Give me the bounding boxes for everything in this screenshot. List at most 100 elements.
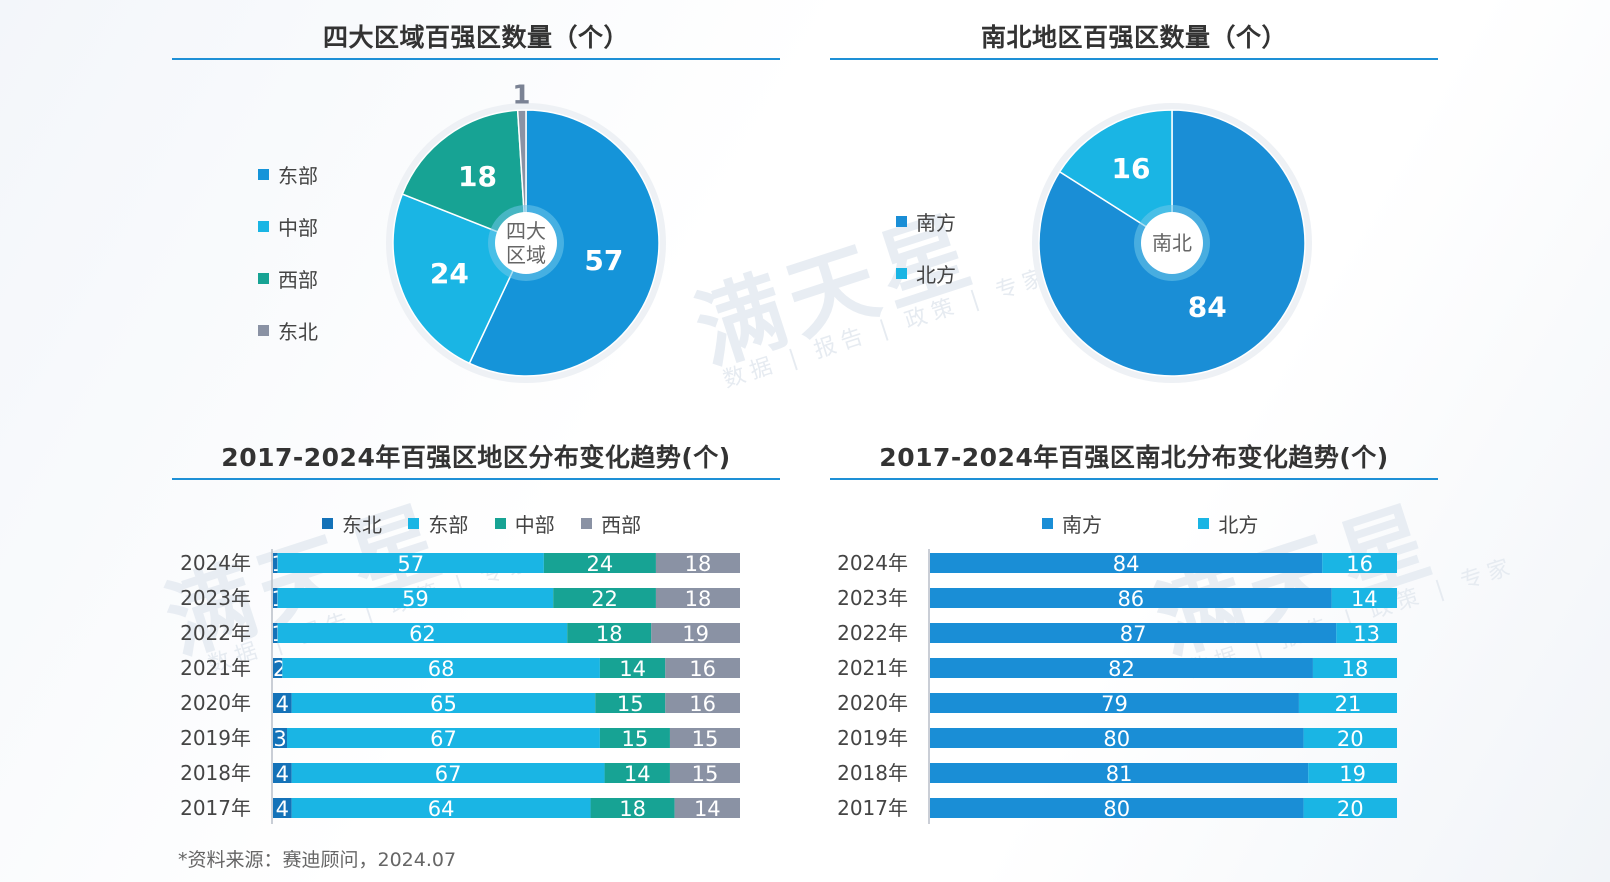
bar-segment bbox=[930, 553, 1323, 573]
bar-data-label: 13 bbox=[1353, 622, 1380, 646]
bar-segment bbox=[1303, 728, 1397, 748]
bar-segment bbox=[590, 798, 675, 818]
bar-segment bbox=[273, 763, 292, 783]
legend-item: 东部 bbox=[258, 160, 318, 189]
legend-swatch-east bbox=[408, 518, 420, 529]
bar-data-label: 18 bbox=[596, 622, 623, 646]
legend-label: 西部 bbox=[601, 513, 642, 537]
bar-data-label: 67 bbox=[430, 727, 457, 751]
bar-regions-legend: 东北 东部 中部 西部 bbox=[322, 509, 661, 538]
bar-data-label: 65 bbox=[430, 692, 457, 716]
pie-data-label: 24 bbox=[430, 257, 469, 290]
bar-segment bbox=[655, 553, 740, 573]
bar-category-label: 2020年 bbox=[180, 691, 251, 715]
bar-segment bbox=[1303, 798, 1397, 818]
bar-segment bbox=[930, 658, 1313, 678]
bar-data-label: 3 bbox=[273, 727, 286, 751]
bar-segment bbox=[553, 588, 656, 608]
bar-category-label: 2020年 bbox=[837, 691, 908, 715]
legend-swatch-north bbox=[896, 268, 907, 279]
bar-data-label: 68 bbox=[428, 657, 455, 681]
pie-center-label: 四大 bbox=[506, 219, 546, 243]
bar-category-label: 2022年 bbox=[180, 621, 251, 645]
legend-label: 西部 bbox=[278, 268, 318, 292]
legend-swatch-north bbox=[1198, 518, 1210, 529]
bar-data-label: 64 bbox=[428, 797, 455, 821]
bar-data-label: 67 bbox=[435, 762, 462, 786]
legend-swatch-west bbox=[258, 273, 269, 284]
bar-data-label: 15 bbox=[617, 692, 644, 716]
pie-slice bbox=[1058, 109, 1173, 245]
legend-item: 东部 bbox=[408, 509, 468, 538]
bar-data-label: 18 bbox=[685, 552, 712, 576]
bar-category-label: 2023年 bbox=[180, 586, 251, 610]
bar-segment bbox=[273, 623, 278, 643]
bar-segment bbox=[930, 798, 1304, 818]
legend-item: 西部 bbox=[581, 509, 641, 538]
bar-segment bbox=[930, 693, 1299, 713]
legend-swatch-central bbox=[494, 518, 506, 529]
legend-label: 东北 bbox=[342, 513, 382, 537]
bar-ns-title: 2017-2024年百强区南北分布变化趋势(个) bbox=[879, 443, 1389, 472]
pie-data-label: 16 bbox=[1112, 152, 1151, 185]
pie-center-label: 区域 bbox=[506, 243, 546, 267]
bar-ns-legend: 南方 北方 bbox=[1042, 509, 1278, 538]
legend-label: 南方 bbox=[916, 211, 956, 235]
pie-data-label: 1 bbox=[512, 80, 530, 110]
bar-category-label: 2019年 bbox=[837, 726, 908, 750]
bar-data-label: 4 bbox=[276, 762, 289, 786]
legend-swatch-northeast bbox=[258, 325, 269, 336]
bar-segment bbox=[277, 553, 544, 573]
bar-segment bbox=[599, 728, 670, 748]
bar-category-label: 2019年 bbox=[180, 726, 251, 750]
bar-data-label: 86 bbox=[1117, 587, 1144, 611]
bar-segment bbox=[1308, 763, 1397, 783]
legend-item: 东北 bbox=[258, 316, 318, 345]
legend-label: 东部 bbox=[278, 164, 318, 188]
bar-data-label: 16 bbox=[689, 692, 716, 716]
legend-item: 北方 bbox=[1198, 509, 1258, 538]
pie-data-label: 84 bbox=[1188, 291, 1227, 324]
bar-data-label: 14 bbox=[694, 797, 721, 821]
bar-category-label: 2023年 bbox=[837, 586, 908, 610]
bar-data-label: 15 bbox=[622, 727, 649, 751]
bar-segment bbox=[273, 728, 288, 748]
legend-label: 东北 bbox=[278, 320, 318, 344]
bar-category-label: 2024年 bbox=[837, 551, 908, 575]
bar-data-label: 57 bbox=[397, 552, 424, 576]
bar-data-label: 81 bbox=[1106, 762, 1133, 786]
pie-data-label: 18 bbox=[458, 160, 497, 193]
legend-item: 东北 bbox=[322, 509, 382, 538]
bar-segment bbox=[567, 623, 652, 643]
legend-item: 北方 bbox=[896, 259, 956, 288]
legend-item: 中部 bbox=[494, 509, 555, 538]
bar-data-label: 14 bbox=[619, 657, 646, 681]
pie-slice bbox=[401, 109, 527, 245]
legend-label: 南方 bbox=[1062, 513, 1102, 537]
bar-category-label: 2017年 bbox=[837, 796, 908, 820]
legend-swatch-west bbox=[581, 518, 593, 529]
bar-segment bbox=[277, 623, 568, 643]
legend-label: 北方 bbox=[916, 263, 956, 287]
bar-data-label: 80 bbox=[1103, 727, 1130, 751]
bar-segment bbox=[665, 658, 740, 678]
legend-item: 南方 bbox=[1042, 509, 1102, 538]
pie-regions-title: 四大区域百强区数量（个） bbox=[322, 23, 629, 52]
bar-segment bbox=[291, 798, 591, 818]
legend-item: 中部 bbox=[258, 212, 318, 241]
bar-data-label: 19 bbox=[682, 622, 709, 646]
bar-data-label: 22 bbox=[591, 587, 618, 611]
bar-data-label: 21 bbox=[1335, 692, 1362, 716]
source-note: *资料来源：赛迪顾问，2024.07 bbox=[178, 849, 457, 871]
bar-segment bbox=[291, 763, 605, 783]
bar-ns-title-rule bbox=[830, 478, 1438, 480]
bar-segment bbox=[273, 658, 283, 678]
bar-regions-title-rule bbox=[172, 478, 780, 480]
bar-category-label: 2018年 bbox=[837, 761, 908, 785]
bar-segment bbox=[282, 658, 600, 678]
pie-ns-title: 南北地区百强区数量（个） bbox=[980, 23, 1287, 52]
bar-segment bbox=[930, 588, 1332, 608]
bar-segment bbox=[604, 763, 670, 783]
bar-segment bbox=[930, 763, 1309, 783]
